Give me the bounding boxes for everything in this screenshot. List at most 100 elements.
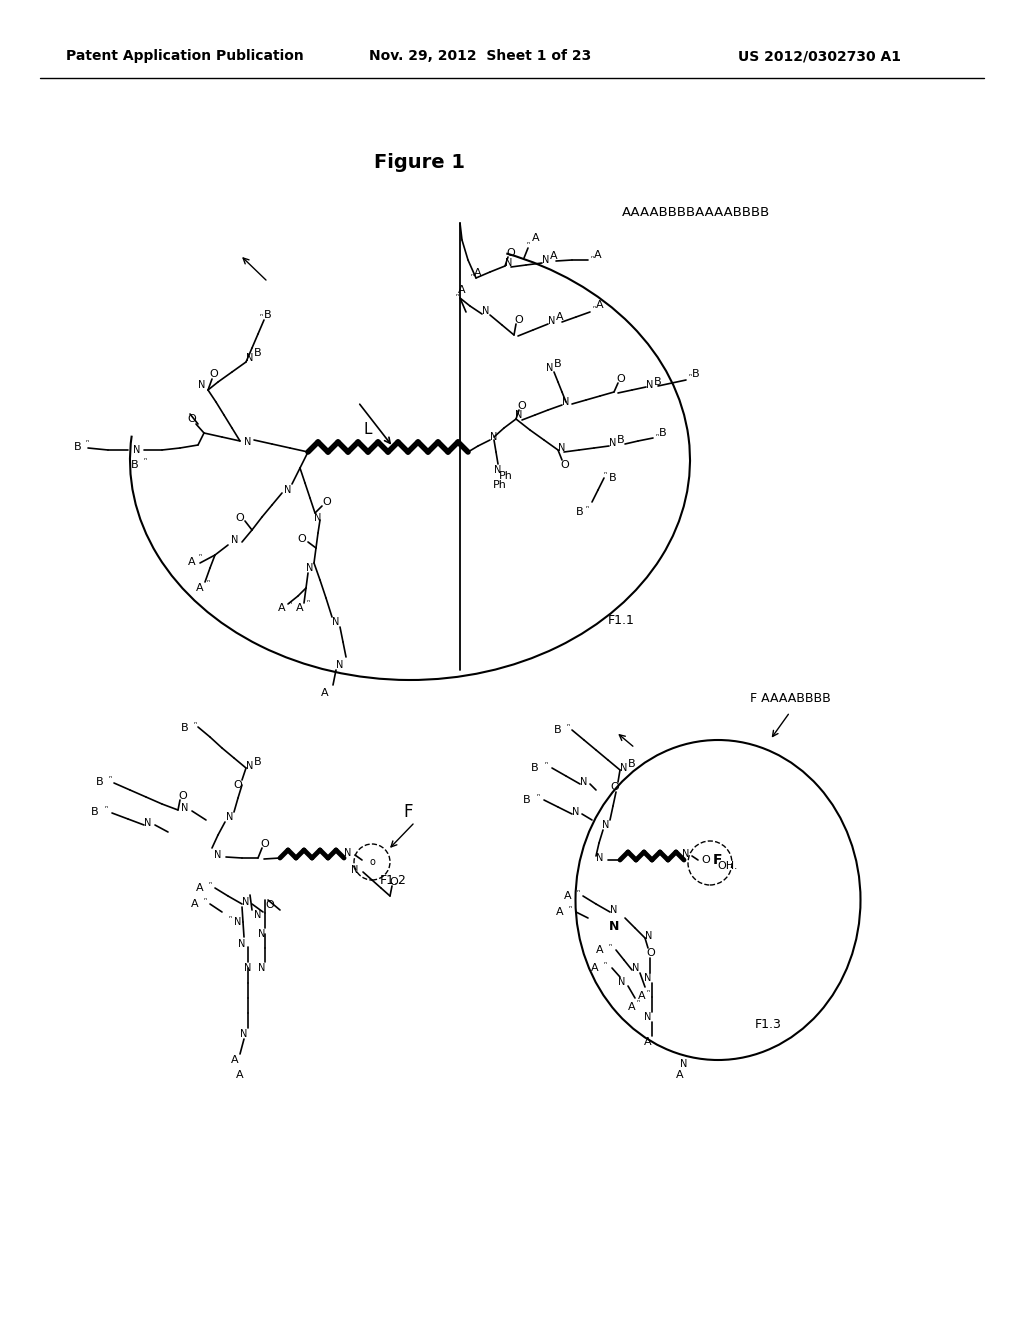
Text: F: F bbox=[403, 803, 413, 821]
Text: N: N bbox=[258, 964, 265, 973]
Text: ⁿ: ⁿ bbox=[586, 503, 589, 512]
Text: ⁿ: ⁿ bbox=[526, 239, 529, 248]
Text: ⁿ: ⁿ bbox=[259, 312, 263, 321]
Text: O: O bbox=[517, 401, 526, 411]
Text: A: A bbox=[556, 312, 564, 322]
Text: B: B bbox=[254, 756, 262, 767]
Text: ⁿ: ⁿ bbox=[646, 987, 649, 997]
Text: O: O bbox=[323, 498, 332, 507]
Text: N: N bbox=[247, 762, 254, 771]
Text: N: N bbox=[226, 812, 233, 822]
Text: A: A bbox=[550, 251, 558, 261]
Text: O: O bbox=[261, 840, 269, 849]
Text: N: N bbox=[245, 964, 252, 973]
Text: Figure 1: Figure 1 bbox=[375, 153, 466, 173]
Text: B: B bbox=[264, 310, 271, 319]
Text: F1.1: F1.1 bbox=[608, 614, 635, 627]
Text: N: N bbox=[621, 763, 628, 774]
Text: A: A bbox=[191, 899, 199, 909]
Text: N: N bbox=[243, 898, 250, 907]
Text: N: N bbox=[231, 535, 239, 545]
Text: ⁿ: ⁿ bbox=[306, 598, 309, 607]
Text: ⁿ: ⁿ bbox=[206, 578, 210, 587]
Text: O: O bbox=[515, 315, 523, 325]
Text: N: N bbox=[490, 432, 498, 442]
Text: N: N bbox=[572, 807, 580, 817]
Text: N: N bbox=[562, 397, 569, 407]
Text: N: N bbox=[181, 803, 188, 813]
Text: A: A bbox=[197, 883, 204, 894]
Text: ⁿ: ⁿ bbox=[194, 719, 197, 729]
Text: N: N bbox=[680, 1059, 688, 1069]
Text: ⁿ: ⁿ bbox=[470, 272, 474, 281]
Text: N: N bbox=[644, 973, 651, 983]
Text: B: B bbox=[523, 795, 530, 805]
Text: O: O bbox=[389, 876, 398, 887]
Text: ⁿ: ⁿ bbox=[566, 722, 569, 730]
Text: ⁿ: ⁿ bbox=[608, 941, 611, 950]
Text: OH.: OH. bbox=[718, 861, 738, 871]
Text: O: O bbox=[560, 459, 569, 470]
Text: N: N bbox=[333, 616, 340, 627]
Text: ⁿ: ⁿ bbox=[199, 553, 202, 561]
Text: N: N bbox=[336, 660, 344, 671]
Text: A: A bbox=[197, 583, 204, 593]
Text: O: O bbox=[507, 248, 515, 257]
Text: N: N bbox=[247, 352, 254, 363]
Text: ⁿ: ⁿ bbox=[655, 432, 658, 441]
Text: O: O bbox=[187, 414, 197, 424]
Text: N: N bbox=[548, 315, 556, 326]
Text: ⁿ: ⁿ bbox=[204, 895, 207, 904]
Text: O: O bbox=[265, 900, 274, 909]
Text: N: N bbox=[258, 929, 265, 939]
Text: A: A bbox=[676, 1071, 684, 1080]
Text: ⁿ: ⁿ bbox=[568, 903, 571, 912]
Text: A: A bbox=[322, 688, 329, 698]
Text: N: N bbox=[199, 380, 206, 389]
Text: B: B bbox=[91, 807, 98, 817]
Text: O: O bbox=[233, 780, 243, 789]
Text: A: A bbox=[644, 1038, 652, 1047]
Text: B: B bbox=[659, 428, 667, 438]
Text: A: A bbox=[188, 557, 196, 568]
Text: A: A bbox=[628, 1002, 636, 1012]
Text: A: A bbox=[638, 991, 646, 1001]
Text: A: A bbox=[564, 891, 571, 902]
Text: B: B bbox=[96, 777, 103, 787]
Text: B: B bbox=[577, 507, 584, 517]
Text: ⁿ: ⁿ bbox=[545, 759, 548, 768]
Text: B: B bbox=[131, 459, 139, 470]
Text: B: B bbox=[181, 723, 188, 733]
Text: ⁿ: ⁿ bbox=[603, 960, 606, 969]
Text: B: B bbox=[617, 436, 625, 445]
Text: A: A bbox=[458, 285, 466, 294]
Text: AAAABBBBAAAABBBB: AAAABBBBAAAABBBB bbox=[622, 206, 770, 219]
Text: N: N bbox=[133, 445, 140, 455]
Text: F1.3: F1.3 bbox=[755, 1019, 782, 1031]
Text: N: N bbox=[344, 847, 351, 858]
Text: O: O bbox=[646, 948, 655, 958]
Text: L: L bbox=[364, 422, 373, 437]
Text: F1.2: F1.2 bbox=[380, 874, 407, 887]
Text: N: N bbox=[495, 465, 502, 475]
Text: Patent Application Publication: Patent Application Publication bbox=[67, 49, 304, 63]
Text: ⁿ: ⁿ bbox=[603, 470, 606, 479]
Text: B: B bbox=[531, 763, 539, 774]
Text: A: A bbox=[532, 234, 540, 243]
Text: A: A bbox=[296, 603, 304, 612]
Text: Nov. 29, 2012  Sheet 1 of 23: Nov. 29, 2012 Sheet 1 of 23 bbox=[369, 49, 591, 63]
Text: Ph: Ph bbox=[499, 471, 513, 480]
Text: N: N bbox=[505, 257, 513, 268]
Text: ⁿ: ⁿ bbox=[592, 304, 596, 313]
Text: N: N bbox=[558, 444, 565, 453]
Text: N: N bbox=[314, 513, 322, 523]
Text: N: N bbox=[609, 920, 620, 932]
Text: F: F bbox=[714, 853, 723, 867]
Text: N: N bbox=[609, 438, 616, 447]
Text: N: N bbox=[645, 931, 652, 941]
Text: N: N bbox=[482, 306, 489, 315]
Text: ⁿ: ⁿ bbox=[109, 774, 112, 783]
Text: ⁿ: ⁿ bbox=[104, 804, 108, 813]
Text: N: N bbox=[306, 564, 313, 573]
Text: F AAAABBBB: F AAAABBBB bbox=[750, 692, 830, 705]
